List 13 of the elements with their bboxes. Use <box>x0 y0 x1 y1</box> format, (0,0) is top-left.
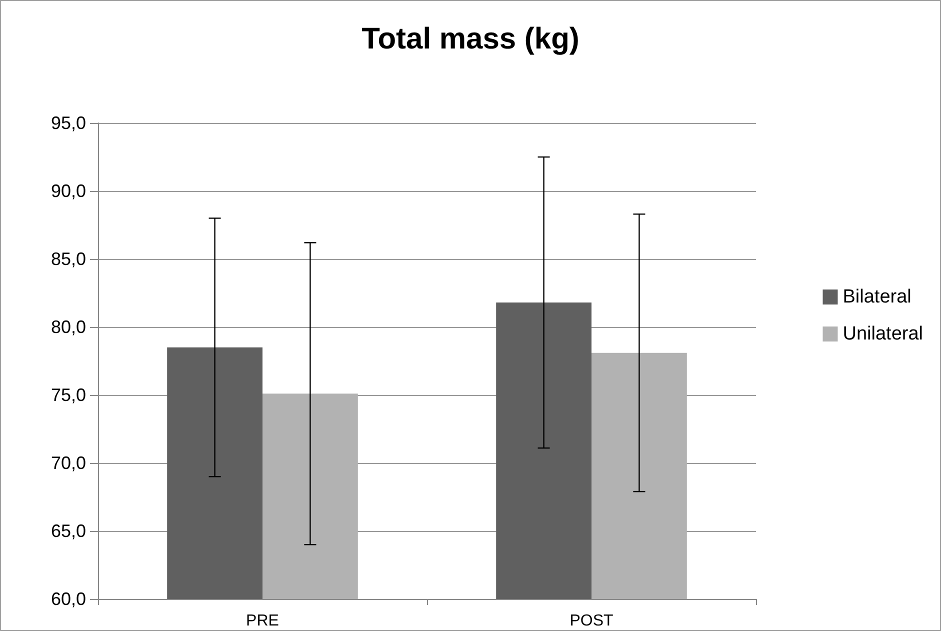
y-tick-label: 60,0 <box>50 589 86 609</box>
x-tick-label: POST <box>570 612 614 630</box>
y-tick-label: 95,0 <box>50 113 86 133</box>
y-tick-label: 65,0 <box>50 521 86 541</box>
y-tick-label: 85,0 <box>50 249 86 269</box>
y-tick-label: 80,0 <box>50 317 86 337</box>
legend-label: Bilateral <box>842 286 912 308</box>
chart-title: Total mass (kg) <box>362 22 580 56</box>
y-tick-label: 90,0 <box>50 181 86 201</box>
y-tick-label: 70,0 <box>50 453 86 473</box>
x-tick-label: PRE <box>246 612 279 630</box>
legend-label: Unilateral <box>842 324 924 344</box>
y-tick-label: 75,0 <box>50 385 86 405</box>
